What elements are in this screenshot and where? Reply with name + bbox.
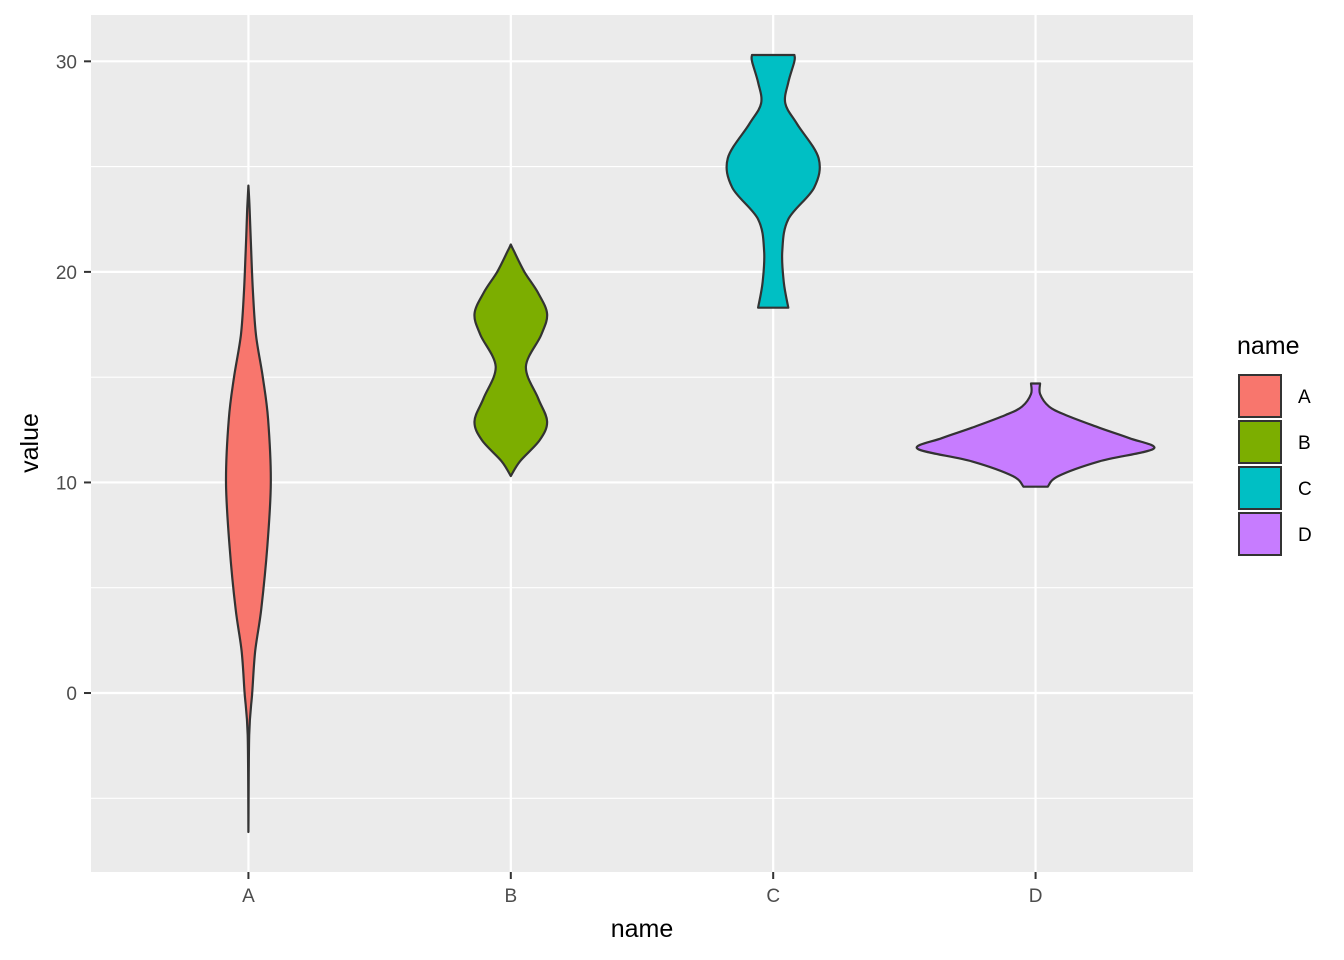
x-tick-label: D — [1029, 886, 1043, 907]
legend-title: name — [1237, 332, 1300, 360]
legend-label-b: B — [1298, 433, 1311, 454]
legend-key-a — [1238, 374, 1282, 418]
x-tick-label: C — [766, 886, 780, 907]
legend-key-d — [1238, 512, 1282, 556]
y-axis: 0 10 20 30 — [56, 52, 91, 705]
violin-a — [224, 184, 272, 834]
violins — [224, 53, 1156, 834]
x-axis: A B C D — [242, 872, 1042, 907]
y-axis-title: value — [16, 413, 44, 473]
x-tick-label: A — [242, 886, 255, 907]
x-axis-title: name — [611, 915, 674, 943]
legend-keys: A B C D — [1238, 374, 1312, 556]
x-tick-label: B — [504, 886, 517, 907]
y-tick-label: 20 — [56, 263, 77, 284]
legend-label-c: C — [1298, 479, 1312, 500]
y-tick-label: 30 — [56, 52, 77, 73]
legend-key-c — [1238, 466, 1282, 510]
y-tick-label: 0 — [66, 684, 77, 705]
legend-label-d: D — [1298, 525, 1312, 546]
legend-key-b — [1238, 420, 1282, 464]
minor-gridlines — [91, 166, 1193, 799]
violin-c — [725, 53, 821, 309]
legend: name A B C D — [1237, 332, 1312, 556]
y-tick-label: 10 — [56, 473, 77, 494]
violin-d — [915, 382, 1156, 488]
violin-b — [473, 243, 549, 478]
legend-label-a: A — [1298, 387, 1311, 408]
